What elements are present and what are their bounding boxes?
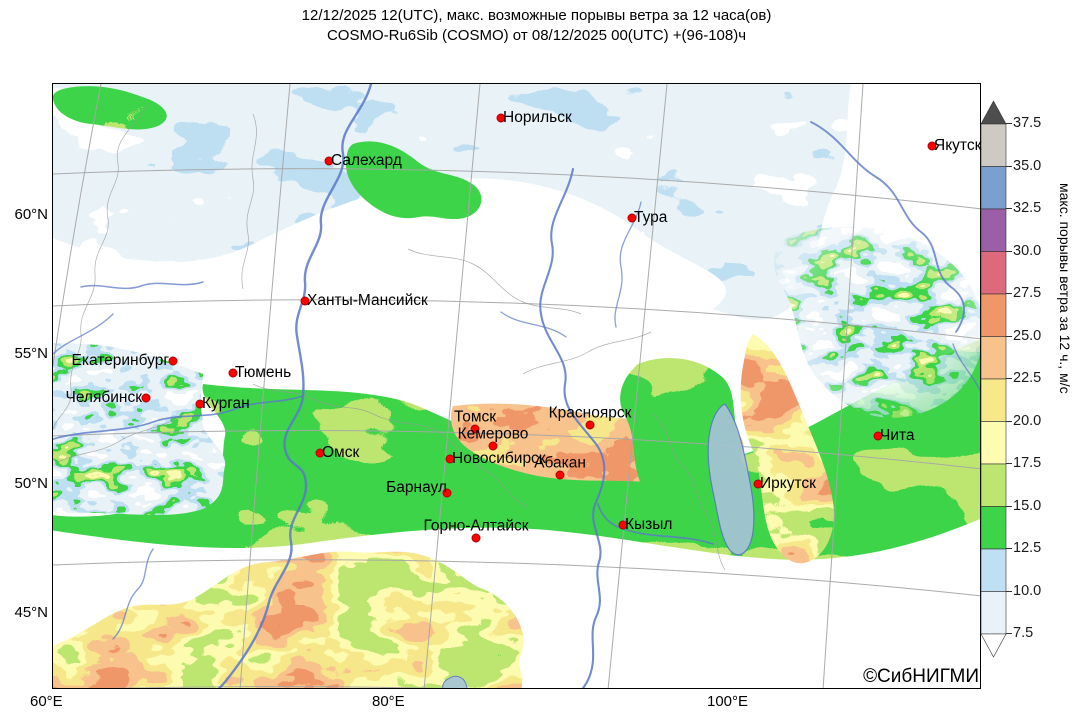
svg-text:©СибНИГМИ: ©СибНИГМИ (863, 666, 979, 687)
